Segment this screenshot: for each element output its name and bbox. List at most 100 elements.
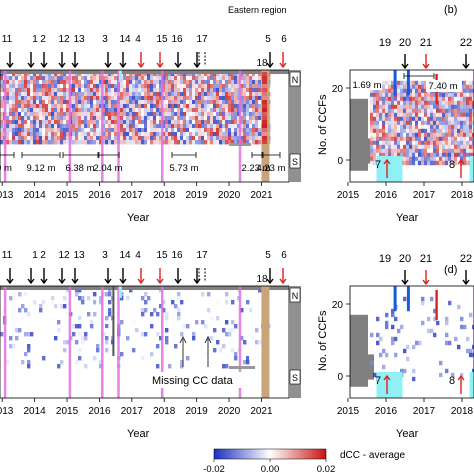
x-tick-label: 2014: [24, 406, 47, 417]
heatmap-cell: [228, 140, 232, 145]
heatmap-cell: [234, 84, 238, 89]
heatmap-cell: [225, 72, 229, 77]
heatmap-cell: [240, 96, 244, 101]
heatmap-cell: [415, 104, 419, 110]
heatmap-cell: [222, 112, 226, 117]
heatmap-cell: [258, 100, 262, 105]
heatmap-cell: [171, 300, 175, 305]
heatmap-cell: [135, 100, 139, 105]
heatmap-cell: [159, 100, 163, 105]
heatmap-cell: [400, 80, 404, 86]
heatmap-cell: [138, 92, 142, 97]
heatmap-cell: [153, 112, 157, 117]
heatmap-cell: [472, 152, 474, 158]
heatmap-cell: [469, 348, 473, 354]
heatmap-cell: [409, 132, 413, 138]
heatmap-cell: [433, 156, 437, 162]
heatmap-cell: [114, 136, 118, 141]
heatmap-cell: [90, 100, 94, 105]
heatmap-cell: [225, 100, 229, 105]
heatmap-cell: [42, 128, 46, 133]
heatmap-cell: [192, 140, 196, 145]
heatmap-cell: [370, 156, 374, 162]
heatmap-cell: [66, 128, 70, 133]
heatmap-cell: [33, 96, 37, 101]
heatmap-cell: [102, 332, 106, 337]
heatmap-cell: [51, 104, 55, 109]
heatmap-cell: [195, 140, 199, 145]
heatmap-cell: [54, 304, 58, 309]
event-arrow-head: [58, 62, 66, 69]
heatmap-cell: [262, 100, 268, 104]
heatmap-cell: [427, 160, 431, 166]
heatmap-cell: [234, 76, 238, 81]
heatmap-cell: [463, 156, 467, 162]
heatmap-cell: [424, 156, 428, 162]
heatmap-cell: [445, 332, 449, 338]
heatmap-cell: [460, 108, 464, 114]
heatmap-cell: [436, 144, 440, 150]
heatmap-cell: [457, 92, 461, 98]
heatmap-cell: [33, 300, 37, 305]
heatmap-cell: [385, 104, 389, 110]
heatmap-cell: [231, 136, 235, 141]
heatmap-cell: [36, 84, 40, 89]
heatmap-cell: [132, 128, 136, 133]
heatmap-cell: [400, 132, 404, 138]
heatmap-cell: [186, 124, 190, 129]
heatmap-cell: [60, 132, 64, 137]
heatmap-cell: [108, 300, 112, 305]
heatmap-cell: [195, 132, 199, 137]
heatmap-cell: [87, 100, 91, 105]
heatmap-cell: [180, 76, 184, 81]
heatmap-cell: [400, 148, 404, 154]
heatmap-cell: [228, 84, 232, 89]
heatmap-cell: [30, 104, 34, 109]
heatmap-cell: [99, 124, 103, 129]
heatmap-cell: [216, 72, 220, 77]
heatmap-cell: [93, 84, 97, 89]
heatmap-cell: [472, 148, 474, 154]
heatmap-cell: [183, 132, 187, 137]
heatmap-cell: [177, 100, 181, 105]
heatmap-cell: [168, 92, 172, 97]
heatmap-cell: [24, 108, 28, 113]
heatmap-cell: [30, 96, 34, 101]
distance-label: 9 m: [0, 163, 12, 174]
heatmap-cell: [0, 132, 4, 137]
heatmap-cell: [397, 148, 401, 154]
heatmap-cell: [72, 128, 76, 133]
event-number: 5: [265, 34, 271, 45]
heatmap-cell: [409, 148, 413, 154]
heatmap-cell: [21, 360, 25, 365]
heatmap-cell: [213, 120, 217, 125]
heatmap-cell: [12, 136, 16, 141]
heatmap-cell: [141, 332, 145, 337]
heatmap-cell: [78, 316, 82, 321]
heatmap-cell: [400, 140, 404, 146]
heatmap-cell: [114, 124, 118, 129]
heatmap-cell: [150, 88, 154, 93]
heatmap-cell: [39, 76, 43, 81]
heatmap-cell: [135, 140, 139, 145]
heatmap-cell: [63, 340, 67, 345]
heatmap-cell: [246, 88, 250, 93]
heatmap-cell: [99, 360, 103, 365]
heatmap-cell: [108, 80, 112, 85]
heatmap-cell: [174, 88, 178, 93]
heatmap-cell: [225, 80, 229, 85]
heatmap-cell: [135, 72, 139, 77]
heatmap-cell: [370, 96, 374, 102]
heatmap-cell: [448, 124, 452, 130]
heatmap-cell: [433, 96, 437, 102]
heatmap-cell: [391, 116, 395, 122]
heatmap-cell: [421, 108, 425, 114]
heatmap-cell: [0, 100, 4, 105]
heatmap-cell: [15, 120, 19, 125]
heatmap-cell: [63, 108, 67, 113]
heatmap-cell: [427, 316, 431, 322]
heatmap-cell: [448, 128, 452, 134]
heatmap-cell: [156, 72, 160, 77]
heatmap-cell: [249, 140, 253, 145]
heatmap-cell: [51, 88, 55, 93]
